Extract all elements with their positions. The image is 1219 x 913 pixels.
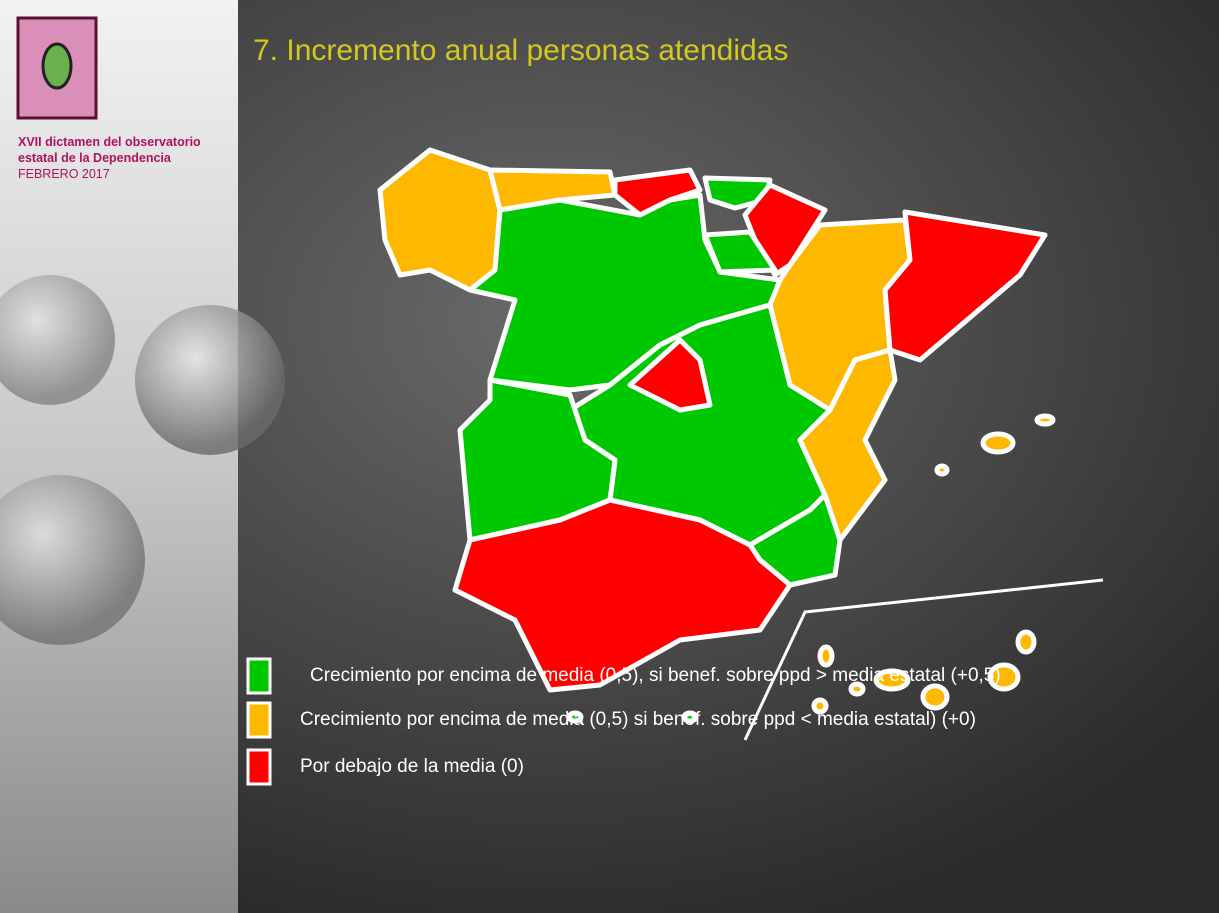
region: [937, 466, 947, 474]
region: [1018, 632, 1034, 652]
legend-swatch: [248, 659, 270, 693]
region: [983, 434, 1013, 452]
slide: Crecimiento por encima de media (0,5), s…: [0, 0, 1219, 913]
legend-swatch: [248, 750, 270, 784]
decor: [135, 305, 285, 455]
legend-label: Por debajo de la media (0): [300, 756, 524, 777]
legend-label: Crecimiento por encima de media (0,5) si…: [300, 709, 976, 730]
header-line: estatal de la Dependencia: [18, 150, 201, 166]
slide-title: 7. Incremento anual personas atendidas: [253, 34, 788, 68]
header: XVII dictamen del observatorio estatal d…: [18, 134, 201, 182]
region: [923, 686, 947, 708]
region: [1037, 416, 1053, 424]
legend-label: Crecimiento por encima de media (0,5), s…: [310, 665, 1001, 686]
legend-swatch: [248, 703, 270, 737]
logo-fly: [43, 44, 71, 88]
header-line: XVII dictamen del observatorio: [18, 134, 201, 150]
region: [820, 647, 832, 665]
header-date: FEBRERO 2017: [18, 167, 110, 181]
